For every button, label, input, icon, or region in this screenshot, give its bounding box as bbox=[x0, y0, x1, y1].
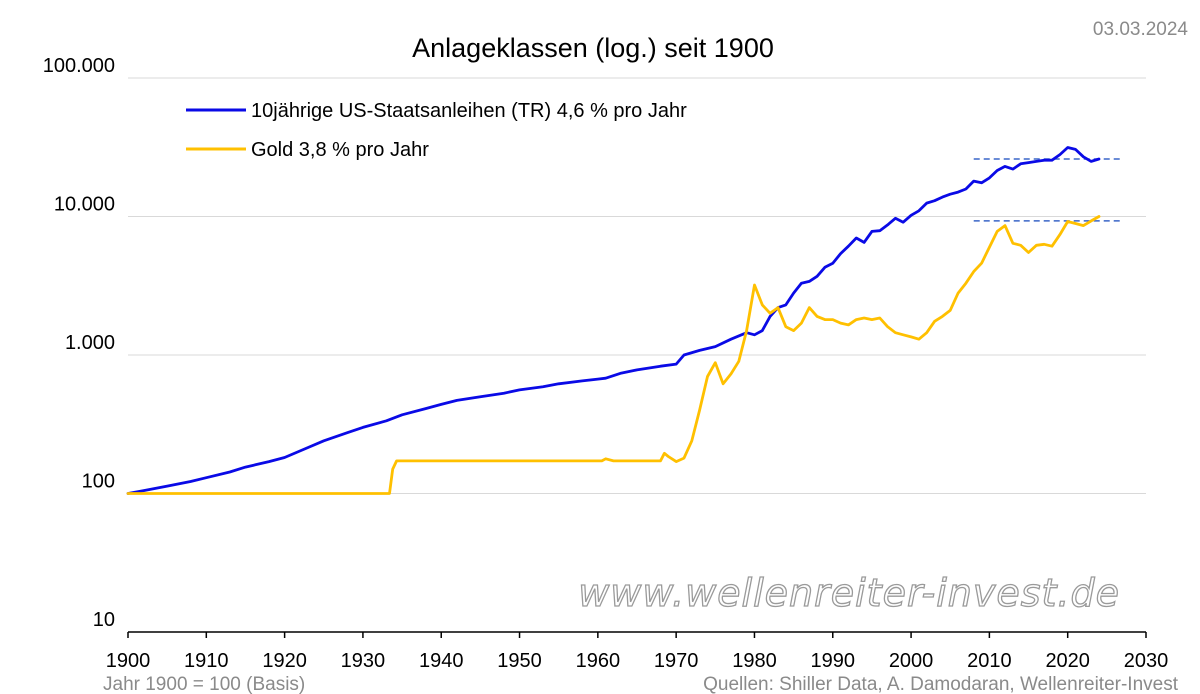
footer-sources: Quellen: Shiller Data, A. Damodaran, Wel… bbox=[703, 674, 1179, 694]
x-tick-label: 1990 bbox=[811, 650, 856, 672]
series-lines bbox=[126, 146, 1101, 495]
y-tick-label: 1.000 bbox=[65, 332, 115, 354]
y-tick-label: 10.000 bbox=[54, 194, 115, 216]
reference-lines bbox=[973, 158, 1123, 222]
watermark: www.wellenreiter-invest.de bbox=[578, 571, 1120, 615]
x-tick-label: 2030 bbox=[1124, 650, 1169, 672]
y-tick-label: 100 bbox=[82, 471, 115, 493]
x-tick-label: 2010 bbox=[967, 650, 1012, 672]
x-tick-label: 1920 bbox=[262, 650, 307, 672]
x-tick-label: 1930 bbox=[341, 650, 386, 672]
y-tick-label: 100.000 bbox=[43, 55, 115, 77]
series-line-gold bbox=[126, 215, 1101, 495]
legend: 10jährige US-Staatsanleihen (TR) 4,6 % p… bbox=[186, 100, 687, 161]
chart-title: Anlageklassen (log.) seit 1900 bbox=[412, 33, 774, 63]
legend-label-gold: Gold 3,8 % pro Jahr bbox=[251, 139, 429, 161]
x-tick-label: 2020 bbox=[1045, 650, 1090, 672]
x-tick-label: 2000 bbox=[889, 650, 934, 672]
chart-date: 03.03.2024 bbox=[1093, 19, 1189, 40]
x-tick-label: 1950 bbox=[497, 650, 542, 672]
series-line-bonds bbox=[126, 146, 1101, 495]
x-tick-label: 1940 bbox=[419, 650, 464, 672]
footer-base-note: Jahr 1900 = 100 (Basis) bbox=[103, 674, 305, 694]
y-tick-label: 10 bbox=[93, 609, 115, 631]
gridlines bbox=[128, 77, 1146, 494]
x-tick-label: 1980 bbox=[732, 650, 777, 672]
y-axis-tick-labels: 10 100 1.000 10.000 100.000 bbox=[43, 55, 115, 631]
x-axis: 1900 1910 1920 1930 1940 1950 1960 1970 1980 1990… bbox=[106, 631, 1169, 672]
legend-label-bonds: 10jährige US-Staatsanleihen (TR) 4,6 % p… bbox=[251, 100, 687, 122]
x-tick-label: 1970 bbox=[654, 650, 699, 672]
x-tick-label: 1900 bbox=[106, 650, 151, 672]
x-tick-label: 1960 bbox=[576, 650, 621, 672]
x-tick-label: 1910 bbox=[184, 650, 229, 672]
